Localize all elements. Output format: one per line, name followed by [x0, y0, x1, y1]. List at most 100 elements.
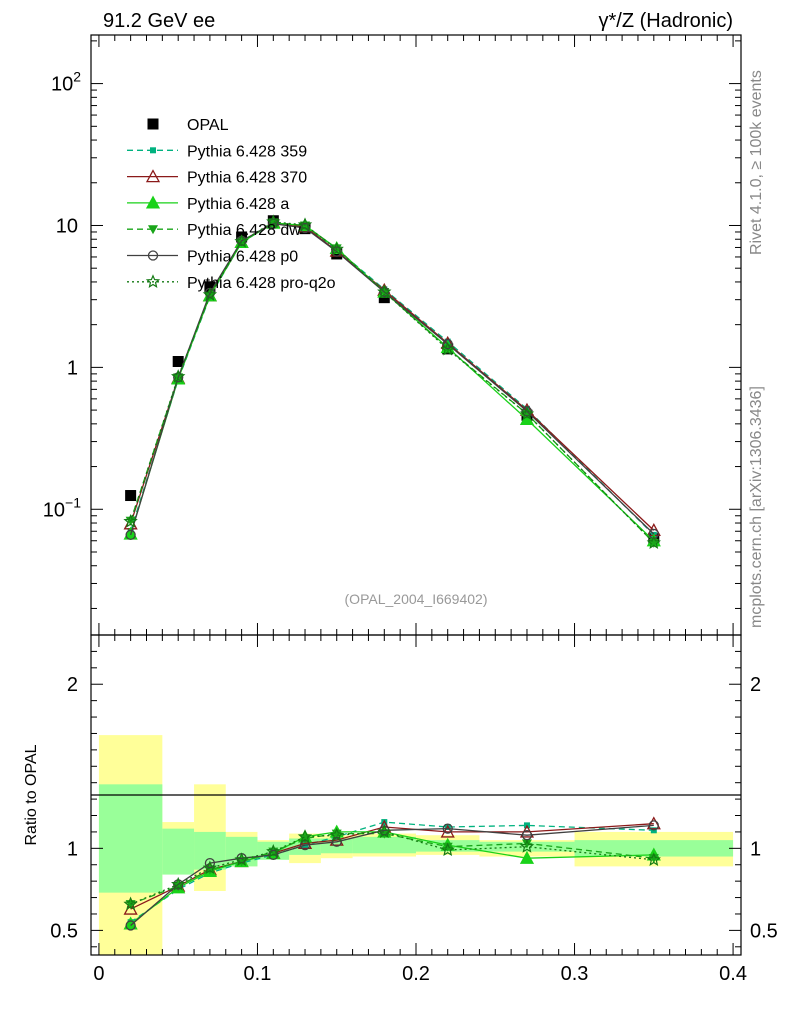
legend-marker — [145, 169, 161, 183]
main-data-point — [646, 535, 661, 549]
main-series-line — [129, 221, 655, 531]
main-data-point — [377, 284, 392, 299]
ratio-y-tick-label-left: 1 — [67, 838, 78, 860]
ratio-data-point — [519, 850, 535, 864]
ratio-data-point — [442, 823, 453, 834]
legend-label: Pythia 6.428 a — [187, 196, 289, 213]
main-data-point — [266, 214, 281, 228]
main-data-point — [172, 356, 184, 368]
main-axes: 10−1 1 10 102 — [43, 35, 741, 635]
main-series-5 — [125, 218, 659, 541]
ratio-data-point — [266, 844, 281, 858]
legend-marker — [147, 250, 159, 261]
ratio-x-tick-label: 0.3 — [561, 963, 589, 985]
main-data-point — [268, 218, 279, 229]
ratio-data-point — [299, 839, 311, 851]
ratio-x-tick-label: 0.2 — [402, 963, 430, 985]
ratio-data-point — [648, 854, 659, 864]
ratio-data-point — [123, 896, 138, 911]
main-series-line — [129, 221, 655, 544]
ratio-data-point — [646, 852, 661, 866]
ratio-data-point — [234, 852, 249, 866]
main-data-point — [173, 372, 184, 383]
ratio-stat-band — [352, 836, 416, 854]
main-data-point — [204, 291, 215, 301]
main-data-point — [268, 218, 279, 228]
legend-item: Pythia 6.428 370 — [127, 169, 307, 187]
legend-marker — [148, 225, 158, 235]
ratio-x-tick-label: 0.1 — [244, 963, 272, 985]
legend-label: Pythia 6.428 359 — [187, 143, 307, 160]
main-series-3 — [123, 215, 661, 547]
main-y-tick-label: 1 — [67, 357, 78, 379]
main-data-point — [125, 490, 137, 502]
ratio-data-point — [125, 920, 136, 931]
legend-marker — [145, 274, 161, 288]
main-data-point — [329, 241, 344, 256]
legend-label: Pythia 6.428 370 — [187, 170, 307, 187]
main-series-line — [129, 221, 655, 544]
legend-marker — [145, 195, 161, 209]
ratio-data-point — [297, 829, 313, 844]
ratio-data-point — [297, 836, 313, 850]
legend-item: Pythia 6.428 pro-q2o — [127, 274, 336, 292]
main-data-point — [519, 406, 535, 421]
ratio-data-point — [646, 816, 661, 830]
main-data-point — [123, 513, 138, 528]
ratio-data-point — [171, 876, 186, 891]
analysis-label: (OPAL_2004_I669402) — [345, 591, 488, 607]
ratio-panel: 0.5 0.5 1 1 2 2 0 0.1 0.2 0.3 0.4 Ratio to OPAL — [23, 634, 778, 985]
main-data-point — [648, 528, 659, 540]
ratio-y-tick-label-right: 2 — [750, 674, 761, 696]
main-data-point — [297, 217, 313, 231]
legend-marker — [147, 118, 159, 130]
ratio-data-point — [204, 857, 216, 869]
mcplots-label: mcplots.cern.ch [arXiv:1306.3436] — [748, 386, 765, 628]
main-series-layer — [123, 214, 661, 549]
main-series-4 — [125, 218, 659, 548]
legend-label: OPAL — [187, 117, 229, 134]
ratio-stat-band — [162, 828, 195, 875]
ratio-x-tick-label: 0 — [93, 963, 104, 985]
legend: OPAL Pythia 6.428 359 Pythia 6.428 370 Pyth… — [127, 117, 336, 292]
legend-item: Pythia 6.428 p0 — [127, 249, 298, 266]
ratio-stat-band — [98, 784, 163, 893]
ratio-y-tick-label-left: 2 — [67, 674, 78, 696]
main-series-line — [129, 222, 655, 536]
ratio-data-point — [521, 839, 532, 849]
ratio-data-point — [202, 860, 218, 875]
ratio-ylabel: Ratio to OPAL — [23, 744, 40, 845]
ratio-y-tick-label-right: 1 — [750, 838, 761, 860]
legend-label: Pythia 6.428 p0 — [187, 249, 298, 266]
main-data-point — [204, 281, 216, 293]
main-y-tick-label: 102 — [51, 69, 81, 96]
legend-item: OPAL — [147, 117, 229, 134]
ratio-axes: 0.5 0.5 1 1 2 2 0 0.1 0.2 0.3 0.4 — [50, 634, 778, 985]
legend-item: Pythia 6.428 359 — [127, 143, 307, 160]
ratio-data-point — [331, 829, 342, 839]
main-y-tick-label: 10−1 — [43, 494, 81, 521]
right-title: γ*/Z (Hadronic) — [599, 10, 733, 32]
ratio-data-point — [329, 827, 344, 842]
main-series-line — [129, 222, 655, 542]
ratio-data-point — [268, 849, 279, 861]
main-data-point — [331, 246, 342, 257]
main-data-point — [125, 529, 136, 541]
legend-marker — [150, 147, 156, 154]
ratio-data-point — [519, 839, 535, 853]
main-y-tick-label: 10 — [56, 215, 78, 237]
ratio-x-tick-label: 0.4 — [719, 963, 747, 985]
left-title: 91.2 GeV ee — [103, 10, 215, 32]
legend-item: Pythia 6.428 dw — [127, 222, 301, 239]
legend-label: Pythia 6.428 pro-q2o — [187, 275, 336, 292]
main-series-6 — [123, 214, 661, 549]
main-data-point — [234, 234, 249, 248]
legend-label: Pythia 6.428 dw — [187, 222, 301, 239]
ratio-data-point — [377, 824, 392, 839]
main-series-1 — [127, 220, 657, 538]
main-panel: 10−1 1 10 102 (OPAL_2004_I669402) OPAL Pythi… — [43, 34, 742, 636]
ratio-series-line — [130, 831, 654, 905]
rivet-label: Rivet 4.1.0, ≥ 100k events — [748, 70, 765, 255]
main-data-point — [202, 287, 218, 301]
